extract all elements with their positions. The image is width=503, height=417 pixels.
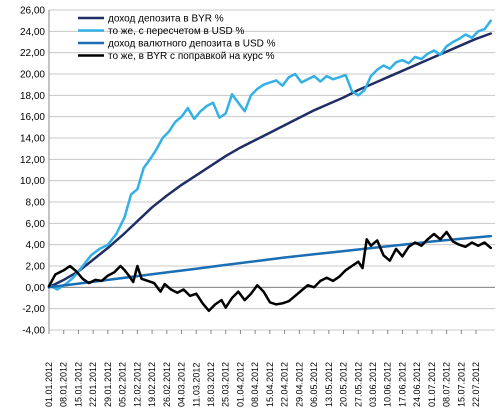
x-tick-label: 25.03.2012 [221, 362, 231, 407]
x-tick-label: 20.05.2012 [339, 362, 349, 407]
y-tick-label: 20,00 [20, 70, 45, 81]
x-tick-label: 12.02.2012 [132, 362, 142, 407]
y-axis: -4,00 -2,00 0,00 2,00 4,00 6,00 8,00 10,00 12,00… [20, 6, 50, 337]
x-tick-label: 08.01.2012 [59, 362, 69, 407]
gridlines [49, 9, 495, 331]
legend: доход депозита в BYR %то же, с пересчето… [78, 14, 276, 62]
x-tick-label: 22.07.2012 [471, 362, 481, 407]
x-tick-label: 08.04.2012 [250, 362, 260, 407]
y-tick-label: 18,00 [20, 91, 45, 102]
y-tick-label: 26,00 [20, 6, 45, 17]
series-line-1 [47, 32, 493, 289]
x-tick-label: 26.02.2012 [162, 362, 172, 407]
x-axis: 01.01.2012 08.01.2012 15.01.2012 22.01.2012… [44, 286, 495, 407]
series-line-2 [47, 19, 493, 291]
x-tick-label: 15.04.2012 [265, 362, 275, 407]
y-tick-label: -4,00 [22, 326, 45, 337]
x-tick-label: 06.05.2012 [309, 362, 319, 407]
legend-label: то же, с пересчетом в USD % [108, 26, 244, 37]
x-tick-label: 05.02.2012 [118, 362, 128, 407]
y-tick-label: 12,00 [20, 155, 45, 166]
x-tick-label: 29.04.2012 [294, 362, 304, 407]
y-tick-label: 2,00 [26, 262, 46, 273]
y-tick-label: 16,00 [20, 112, 45, 123]
x-tick-label: 22.01.2012 [88, 362, 98, 407]
x-tick-label: 01.07.2012 [427, 362, 437, 407]
y-tick-label: 0,00 [26, 283, 46, 294]
legend-label: доход депозита в BYR % [108, 14, 224, 25]
x-tick-label: 15.07.2012 [456, 362, 466, 407]
x-tick-label: 10.06.2012 [383, 362, 393, 407]
x-tick-label: 03.06.2012 [368, 362, 378, 407]
x-tick-label: 24.06.2012 [412, 362, 422, 407]
x-tick-label: 13.05.2012 [324, 362, 334, 407]
x-tick-label: 22.04.2012 [280, 362, 290, 407]
y-tick-label: -2,00 [22, 304, 45, 315]
legend-label: доход валютного депозита в USD % [108, 39, 276, 50]
y-tick-label: 6,00 [26, 219, 46, 230]
x-tick-label: 18.03.2012 [206, 362, 216, 407]
y-tick-label: 8,00 [26, 198, 46, 209]
x-tick-label: 08.07.2012 [442, 362, 452, 407]
y-tick-label: 10,00 [20, 176, 45, 187]
series-line-4 [47, 230, 493, 313]
y-tick-label: 4,00 [26, 240, 46, 251]
x-tick-label: 27.05.2012 [353, 362, 363, 407]
x-tick-label: 19.02.2012 [147, 362, 157, 407]
y-tick-label: 24,00 [20, 27, 45, 38]
x-tick-label: 01.04.2012 [235, 362, 245, 407]
x-tick-label: 17.06.2012 [397, 362, 407, 407]
x-tick-label: 29.01.2012 [103, 362, 113, 407]
x-tick-label: 15.01.2012 [73, 362, 83, 407]
legend-label: то же, в BYR с поправкой на курс % [108, 51, 275, 62]
x-tick-label: 01.01.2012 [44, 362, 54, 407]
series-lines [47, 19, 493, 313]
x-tick-label: 11.03.2012 [191, 363, 201, 407]
y-tick-label: 22,00 [20, 48, 45, 59]
x-tick-label: 04.03.2012 [177, 362, 187, 407]
y-tick-label: 14,00 [20, 134, 45, 145]
